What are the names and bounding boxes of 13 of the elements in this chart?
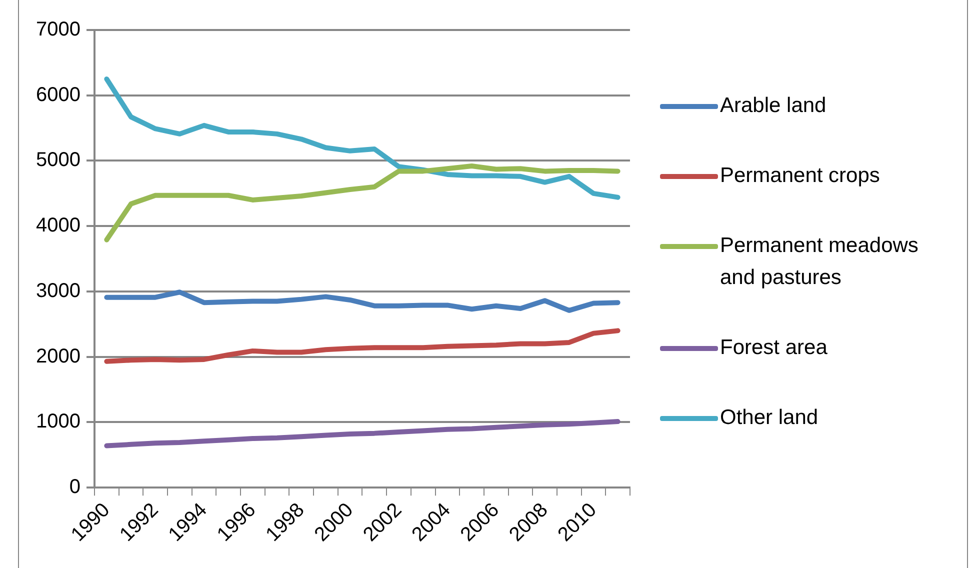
y-tick-label: 0 bbox=[69, 476, 80, 498]
y-tick-label: 5000 bbox=[36, 149, 80, 172]
legend-label: Other land bbox=[720, 405, 818, 431]
y-tick-label: 2000 bbox=[36, 345, 80, 368]
y-tick-label: 7000 bbox=[36, 18, 80, 41]
legend-label: Permanent crops bbox=[720, 163, 880, 189]
y-tick-label: 6000 bbox=[36, 84, 80, 106]
y-tick-label: 4000 bbox=[36, 214, 80, 237]
legend-label: Arable land bbox=[720, 93, 826, 119]
legend-label: Permanent meadows and pastures bbox=[720, 233, 920, 291]
legend-label: Forest area bbox=[720, 335, 828, 361]
y-tick-label: 3000 bbox=[36, 280, 80, 302]
y-tick-label: 1000 bbox=[36, 410, 80, 433]
